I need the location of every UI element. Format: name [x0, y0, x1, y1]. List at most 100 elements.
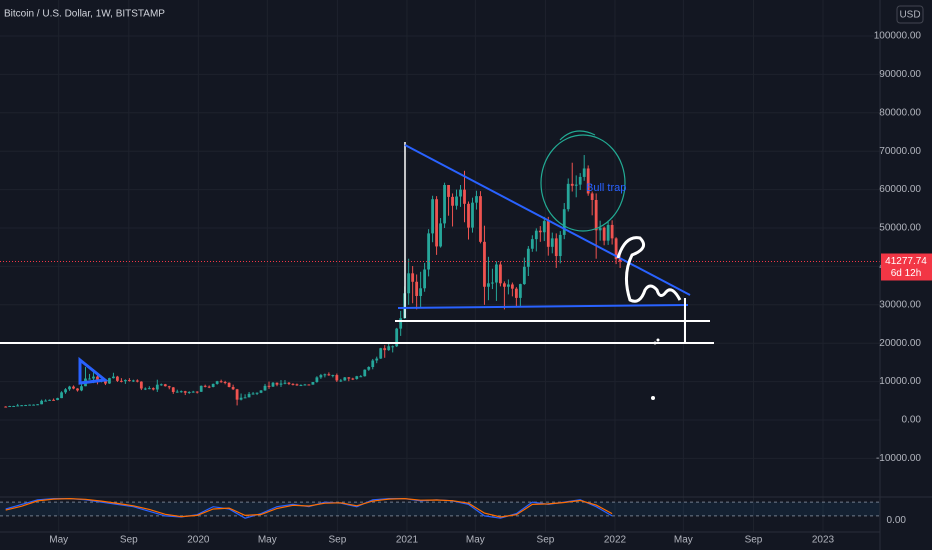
candle-body	[550, 238, 554, 247]
candle-body	[514, 288, 518, 298]
candle-body	[506, 284, 510, 287]
candle-body	[467, 203, 470, 228]
candle-body	[510, 284, 514, 289]
candle-body	[570, 183, 574, 186]
y-tick-label: -10000.00	[876, 453, 921, 464]
candle-body	[359, 376, 363, 378]
candle-body	[522, 266, 526, 285]
candle-body	[538, 230, 542, 233]
candle-body	[594, 199, 598, 231]
candle-body	[231, 386, 235, 390]
candle-body	[347, 377, 351, 379]
candle-body	[108, 378, 111, 384]
drawn-trendline	[404, 144, 691, 296]
currency-button[interactable]	[896, 5, 924, 24]
candle-body	[44, 400, 47, 402]
candle-body	[411, 273, 415, 282]
candle-body	[20, 405, 24, 407]
candle-body	[64, 389, 67, 393]
candle-body	[147, 388, 151, 390]
x-tick-label: May	[49, 535, 68, 546]
candle-body	[606, 224, 610, 241]
candle-body	[223, 381, 227, 383]
y-tick-label: 50000.00	[879, 223, 921, 234]
candle-body	[239, 397, 243, 400]
annotation: Bull trap	[586, 182, 626, 194]
candle-body	[503, 283, 506, 287]
x-tick-label: 2023	[812, 535, 835, 546]
candle-body	[415, 281, 419, 296]
y-tick-label: 90000.00	[879, 69, 921, 80]
price-label: 41277.74	[885, 256, 927, 267]
candle-body	[68, 386, 71, 390]
candle-body	[554, 238, 558, 257]
x-tick-label: May	[466, 535, 485, 546]
currency-label[interactable]: USD	[899, 10, 920, 21]
candle-body	[367, 367, 371, 370]
candle-body	[267, 385, 271, 387]
candle-body	[562, 209, 566, 235]
drawn-scribble	[616, 236, 682, 303]
candle-body	[602, 227, 606, 241]
candle-body	[76, 388, 79, 391]
x-tick-label: May	[674, 535, 693, 546]
candle-body	[159, 384, 163, 386]
candle-body	[92, 376, 95, 379]
candle-body	[495, 264, 498, 283]
x-tick-label: Sep	[329, 535, 347, 546]
candle-body	[598, 227, 602, 231]
candle-body	[263, 385, 267, 391]
y-tick-label: 80000.00	[879, 107, 921, 118]
candle-body	[243, 397, 247, 399]
candle-body	[123, 380, 127, 382]
candle-body	[375, 358, 379, 361]
candle-body	[518, 284, 522, 298]
candle-body	[36, 404, 40, 406]
candle-body	[315, 377, 319, 382]
candle-body	[143, 388, 147, 390]
candle-body	[542, 221, 546, 233]
candle-body	[355, 376, 359, 379]
candle-body	[427, 233, 431, 270]
y-tick-label: 60000.00	[879, 184, 921, 195]
candle-body	[139, 381, 143, 389]
candle-body	[431, 199, 434, 234]
candle-body	[391, 346, 395, 348]
candle-body	[483, 241, 486, 287]
candle-body	[219, 381, 223, 383]
drawn-support	[397, 304, 689, 309]
y-tick-label: 100000.00	[874, 31, 922, 42]
candle-body	[582, 168, 586, 177]
drawn-dot	[653, 341, 657, 345]
countdown: 6d 12h	[891, 268, 922, 279]
candle-body	[455, 196, 458, 206]
candle-body	[203, 385, 207, 387]
candle-body	[574, 184, 578, 186]
drawn-triangle	[78, 356, 109, 385]
candle-body	[534, 230, 538, 240]
candle-body	[363, 369, 367, 377]
candle-body	[407, 273, 411, 294]
candle-body	[586, 168, 590, 194]
candle-body	[423, 269, 427, 289]
candle-body	[471, 202, 474, 228]
candle-body	[28, 404, 32, 406]
candle-body	[60, 392, 63, 399]
candle-body	[578, 176, 582, 185]
candle-body	[227, 382, 231, 387]
candle-body	[32, 404, 36, 406]
candle-body	[255, 392, 259, 394]
price-label-box	[881, 253, 932, 281]
candle-body	[4, 406, 8, 408]
candle-body	[127, 380, 131, 382]
candle-body	[52, 399, 55, 401]
candle-body	[475, 196, 478, 203]
candle-body	[279, 383, 283, 385]
x-tick-label: 2020	[187, 535, 210, 546]
candle-body	[459, 189, 462, 197]
candle-body	[16, 405, 20, 407]
candle-body	[287, 382, 291, 384]
candle-body	[40, 400, 44, 405]
candle-body	[191, 391, 195, 393]
